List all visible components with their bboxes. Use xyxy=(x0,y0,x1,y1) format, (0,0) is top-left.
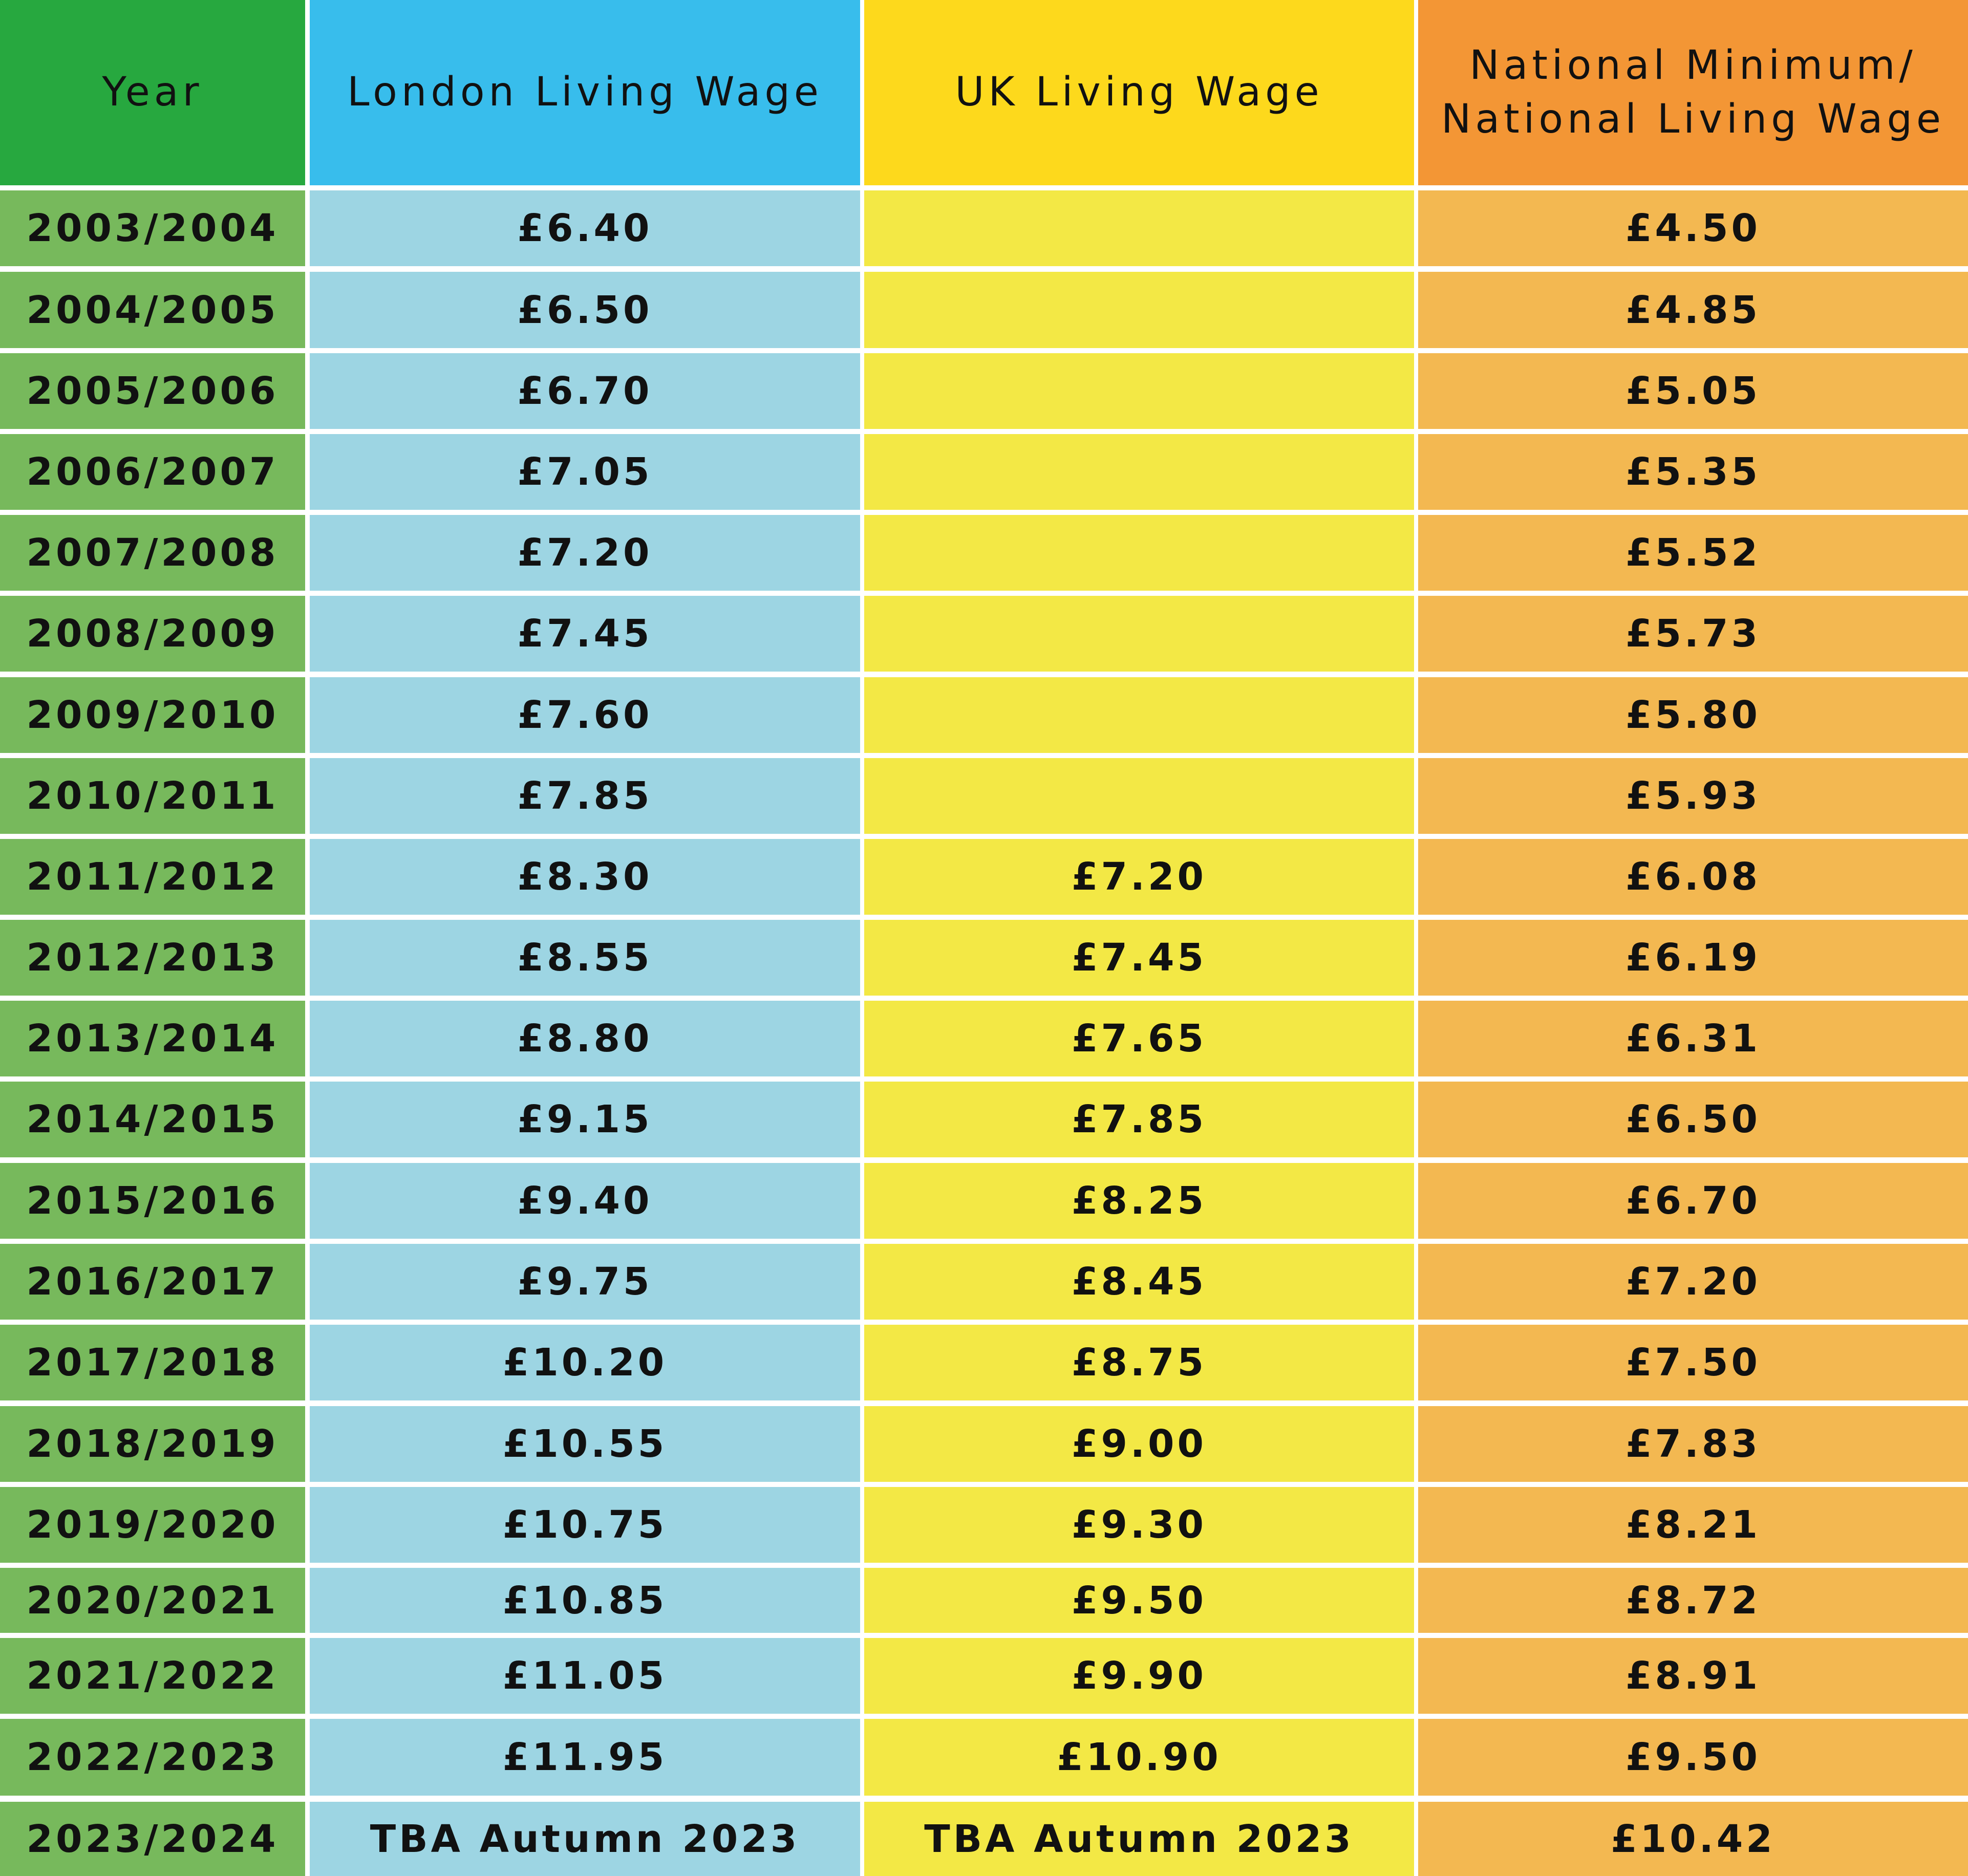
national-wage-cell: £8.72 xyxy=(1418,1568,1968,1633)
header-uk: UK Living Wage xyxy=(864,0,1414,185)
year-cell: 2023/2024 xyxy=(0,1802,305,1876)
london-wage-cell: £10.55 xyxy=(310,1406,860,1482)
national-wage-cell: £6.50 xyxy=(1418,1082,1968,1157)
uk-wage-cell: £9.50 xyxy=(864,1568,1414,1633)
year-cell: 2015/2016 xyxy=(0,1163,305,1239)
year-cell: 2005/2006 xyxy=(0,353,305,429)
london-wage-cell: £6.70 xyxy=(310,353,860,429)
header-national-line: National Living Wage xyxy=(1441,96,1945,142)
london-wage-cell: £9.40 xyxy=(310,1163,860,1239)
national-wage-cell: £5.52 xyxy=(1418,515,1968,591)
year-cell: 2018/2019 xyxy=(0,1406,305,1482)
uk-wage-cell xyxy=(864,596,1414,672)
header-national: National Minimum/National Living Wage xyxy=(1418,0,1968,185)
header-year: Year xyxy=(0,0,305,185)
london-wage-cell: £7.60 xyxy=(310,677,860,753)
london-wage-cell: £6.40 xyxy=(310,190,860,266)
london-wage-cell: £11.95 xyxy=(310,1719,860,1796)
year-cell: 2008/2009 xyxy=(0,596,305,672)
year-cell: 2019/2020 xyxy=(0,1487,305,1563)
national-wage-cell: £6.70 xyxy=(1418,1163,1968,1239)
year-cell: 2012/2013 xyxy=(0,920,305,996)
london-wage-cell: £7.45 xyxy=(310,596,860,672)
year-cell: 2009/2010 xyxy=(0,677,305,753)
national-wage-cell: £7.20 xyxy=(1418,1244,1968,1320)
national-wage-cell: £4.85 xyxy=(1418,272,1968,348)
national-wage-cell: £4.50 xyxy=(1418,190,1968,266)
uk-wage-cell: £9.90 xyxy=(864,1638,1414,1714)
uk-wage-cell: £8.45 xyxy=(864,1244,1414,1320)
national-wage-cell: £5.93 xyxy=(1418,758,1968,834)
london-wage-cell: £7.05 xyxy=(310,434,860,510)
year-cell: 2013/2014 xyxy=(0,1001,305,1076)
london-wage-cell: £10.85 xyxy=(310,1568,860,1633)
header-london: London Living Wage xyxy=(310,0,860,185)
uk-wage-cell: £7.85 xyxy=(864,1082,1414,1157)
year-cell: 2007/2008 xyxy=(0,515,305,591)
national-wage-cell: £7.83 xyxy=(1418,1406,1968,1482)
uk-wage-cell: £9.30 xyxy=(864,1487,1414,1563)
national-wage-cell: £10.42 xyxy=(1418,1802,1968,1876)
uk-wage-cell xyxy=(864,190,1414,266)
london-wage-cell: £10.20 xyxy=(310,1325,860,1400)
year-cell: 2003/2004 xyxy=(0,190,305,266)
uk-wage-cell: £8.75 xyxy=(864,1325,1414,1400)
london-wage-cell: £7.85 xyxy=(310,758,860,834)
uk-wage-cell: £10.90 xyxy=(864,1719,1414,1796)
london-wage-cell: £9.15 xyxy=(310,1082,860,1157)
uk-wage-cell xyxy=(864,515,1414,591)
year-cell: 2017/2018 xyxy=(0,1325,305,1400)
uk-wage-cell: £7.45 xyxy=(864,920,1414,996)
uk-wage-cell: £9.00 xyxy=(864,1406,1414,1482)
uk-wage-cell xyxy=(864,272,1414,348)
uk-wage-cell xyxy=(864,677,1414,753)
national-wage-cell: £6.19 xyxy=(1418,920,1968,996)
year-cell: 2011/2012 xyxy=(0,839,305,915)
national-wage-cell: £7.50 xyxy=(1418,1325,1968,1400)
year-cell: 2014/2015 xyxy=(0,1082,305,1157)
national-wage-cell: £5.73 xyxy=(1418,596,1968,672)
year-cell: 2021/2022 xyxy=(0,1638,305,1714)
london-wage-cell: £8.30 xyxy=(310,839,860,915)
london-wage-cell: £9.75 xyxy=(310,1244,860,1320)
national-wage-cell: £6.31 xyxy=(1418,1001,1968,1076)
uk-wage-cell: £8.25 xyxy=(864,1163,1414,1239)
national-wage-cell: £9.50 xyxy=(1418,1719,1968,1796)
london-wage-cell: £7.20 xyxy=(310,515,860,591)
national-wage-cell: £6.08 xyxy=(1418,839,1968,915)
uk-wage-cell: £7.20 xyxy=(864,839,1414,915)
london-wage-cell: TBA Autumn 2023 xyxy=(310,1802,860,1876)
national-wage-cell: £8.21 xyxy=(1418,1487,1968,1563)
year-cell: 2016/2017 xyxy=(0,1244,305,1320)
uk-wage-cell: £7.65 xyxy=(864,1001,1414,1076)
year-cell: 2010/2011 xyxy=(0,758,305,834)
year-cell: 2006/2007 xyxy=(0,434,305,510)
uk-wage-cell xyxy=(864,434,1414,510)
uk-wage-cell xyxy=(864,758,1414,834)
national-wage-cell: £5.80 xyxy=(1418,677,1968,753)
uk-wage-cell: TBA Autumn 2023 xyxy=(864,1802,1414,1876)
year-cell: 2004/2005 xyxy=(0,272,305,348)
national-wage-cell: £5.05 xyxy=(1418,353,1968,429)
national-wage-cell: £5.35 xyxy=(1418,434,1968,510)
london-wage-cell: £6.50 xyxy=(310,272,860,348)
uk-wage-cell xyxy=(864,353,1414,429)
year-cell: 2022/2023 xyxy=(0,1719,305,1796)
london-wage-cell: £11.05 xyxy=(310,1638,860,1714)
london-wage-cell: £8.55 xyxy=(310,920,860,996)
header-national-line: National Minimum/ xyxy=(1469,42,1917,89)
national-wage-cell: £8.91 xyxy=(1418,1638,1968,1714)
year-cell: 2020/2021 xyxy=(0,1568,305,1633)
london-wage-cell: £8.80 xyxy=(310,1001,860,1076)
london-wage-cell: £10.75 xyxy=(310,1487,860,1563)
